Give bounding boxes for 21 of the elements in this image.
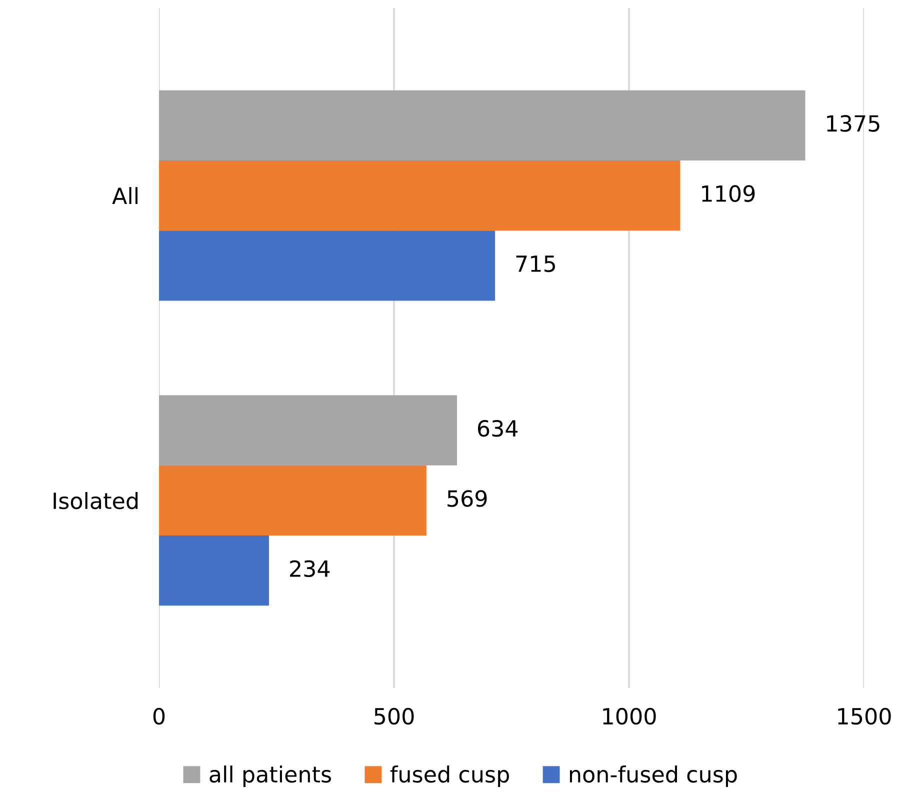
data-label: 634: [478, 420, 518, 437]
data-label: 1109: [702, 185, 755, 202]
data-label: 1375: [827, 115, 880, 132]
y-tick-label: All: [112, 187, 138, 204]
legend-label: non-fused cusp: [570, 765, 737, 787]
bar: [159, 230, 496, 301]
x-tick-label: 0: [153, 708, 165, 725]
x-tick-label: 1000: [603, 708, 656, 725]
x-tick-label: 1500: [838, 708, 891, 725]
bar: [159, 90, 806, 160]
bar: [159, 395, 457, 466]
data-label: 569: [448, 490, 487, 507]
data-label: 715: [516, 256, 555, 272]
legend-label: all patients: [210, 765, 331, 787]
y-tick-label: Isolated: [54, 492, 138, 510]
x-tick-label: 500: [374, 708, 414, 725]
bar: [159, 160, 680, 231]
data-label: 234: [290, 560, 330, 578]
legend-label: fused cusp: [390, 765, 509, 787]
bar: [159, 465, 426, 536]
bar: [159, 536, 269, 606]
